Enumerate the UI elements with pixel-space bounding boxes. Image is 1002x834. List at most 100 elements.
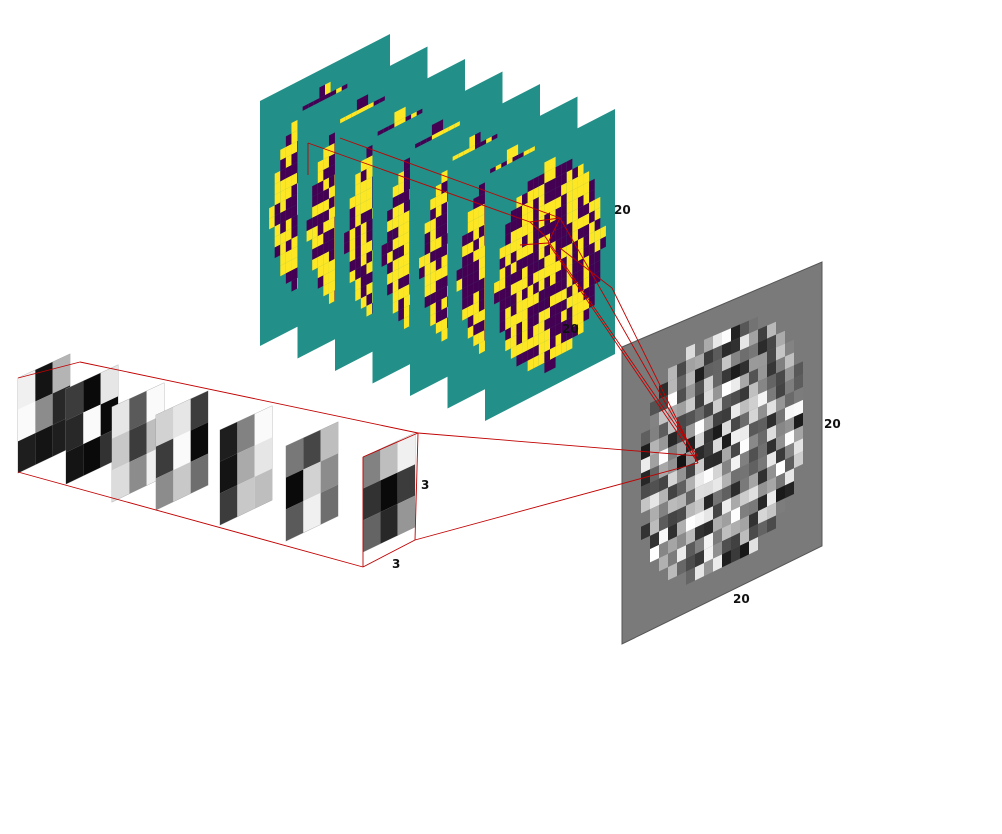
output-cell bbox=[650, 491, 659, 510]
output-cell bbox=[749, 472, 758, 490]
input-cell bbox=[506, 147, 513, 161]
output-cell bbox=[731, 337, 740, 355]
input-cell bbox=[555, 269, 562, 284]
output-cell bbox=[704, 427, 713, 445]
input-cell bbox=[349, 216, 356, 231]
connector-line bbox=[529, 221, 545, 236]
input-cell bbox=[285, 165, 292, 179]
output-cell bbox=[785, 339, 794, 357]
input-cell bbox=[478, 193, 485, 207]
output-cell bbox=[785, 378, 794, 396]
output-cell bbox=[686, 462, 695, 480]
kernel-cell bbox=[173, 430, 191, 471]
output-cell bbox=[758, 429, 767, 447]
output-cell bbox=[785, 365, 794, 383]
input-cell bbox=[566, 232, 573, 246]
input-cell bbox=[392, 300, 399, 314]
output-cell bbox=[713, 488, 722, 507]
input-cell bbox=[589, 241, 595, 256]
output-cell bbox=[659, 487, 668, 506]
output-plane bbox=[621, 261, 823, 645]
input-cell bbox=[572, 166, 578, 180]
input-cell bbox=[544, 212, 550, 226]
output-cell bbox=[650, 399, 659, 417]
input-cell bbox=[435, 299, 442, 313]
input-cell bbox=[387, 282, 393, 296]
input-cell bbox=[274, 202, 281, 216]
output-cell bbox=[776, 472, 785, 490]
input-cell bbox=[527, 336, 534, 351]
input-cell bbox=[398, 192, 404, 206]
input-cell bbox=[473, 311, 479, 326]
output-cell bbox=[722, 328, 731, 346]
input-cell bbox=[572, 187, 578, 201]
input-cell bbox=[360, 284, 367, 299]
input-cell bbox=[550, 262, 556, 276]
output-cell bbox=[722, 367, 731, 385]
input-cell bbox=[561, 203, 567, 218]
input-cell bbox=[356, 97, 363, 111]
kernel-cell bbox=[363, 480, 381, 521]
output-cell bbox=[740, 489, 749, 507]
output-cell bbox=[731, 532, 740, 551]
input-cell bbox=[527, 220, 534, 235]
input-cell bbox=[328, 153, 335, 168]
output-cell bbox=[677, 492, 686, 510]
output-cell bbox=[704, 519, 713, 537]
connector-line bbox=[543, 234, 691, 447]
output-cell bbox=[695, 444, 704, 463]
input-cell bbox=[462, 265, 468, 279]
input-cell bbox=[561, 309, 567, 323]
input-cell bbox=[317, 275, 324, 289]
input-cell bbox=[360, 242, 367, 257]
input-feature-stack bbox=[260, 34, 615, 421]
input-cell bbox=[323, 198, 329, 213]
input-cell bbox=[538, 341, 545, 356]
input-cell bbox=[583, 308, 590, 322]
output-cell bbox=[722, 550, 731, 568]
output-cell bbox=[713, 502, 722, 520]
output-cell bbox=[767, 360, 776, 378]
input-cell bbox=[473, 269, 479, 284]
input-cell bbox=[544, 265, 550, 279]
input-cell bbox=[328, 237, 335, 252]
input-cell bbox=[527, 326, 534, 340]
output-cell bbox=[650, 478, 659, 496]
input-cell bbox=[555, 301, 562, 315]
input-cell bbox=[462, 296, 468, 311]
input-cell bbox=[467, 219, 474, 234]
input-cell bbox=[544, 359, 550, 374]
output-cell bbox=[704, 349, 713, 367]
output-cell bbox=[767, 476, 776, 494]
input-cell bbox=[403, 273, 410, 287]
input-cell bbox=[312, 183, 318, 197]
input-cell bbox=[516, 216, 523, 230]
output-cell bbox=[785, 442, 794, 460]
input-cell bbox=[533, 344, 539, 358]
input-cell bbox=[317, 159, 324, 173]
output-cell bbox=[749, 537, 758, 555]
output-cell bbox=[695, 405, 704, 423]
input-cell bbox=[319, 84, 325, 99]
output-cell bbox=[731, 402, 740, 420]
input-cell bbox=[594, 207, 601, 221]
input-cell bbox=[572, 218, 578, 233]
kernel-cell bbox=[18, 401, 36, 442]
input-cell bbox=[516, 237, 523, 251]
input-cell bbox=[533, 197, 539, 211]
output-cell bbox=[695, 497, 704, 515]
input-cell bbox=[280, 178, 286, 192]
input-cell bbox=[403, 178, 410, 193]
input-cell bbox=[527, 210, 534, 224]
input-cell bbox=[522, 276, 528, 290]
output-cell bbox=[731, 415, 740, 433]
output-cell bbox=[749, 381, 758, 399]
input-cell bbox=[403, 284, 410, 298]
output-cell bbox=[740, 476, 749, 494]
input-cell bbox=[441, 212, 448, 226]
input-cell bbox=[285, 154, 292, 169]
kernel-cell bbox=[237, 445, 255, 486]
input-cell bbox=[360, 200, 367, 215]
input-cell bbox=[328, 164, 335, 178]
output-cell bbox=[713, 345, 722, 363]
